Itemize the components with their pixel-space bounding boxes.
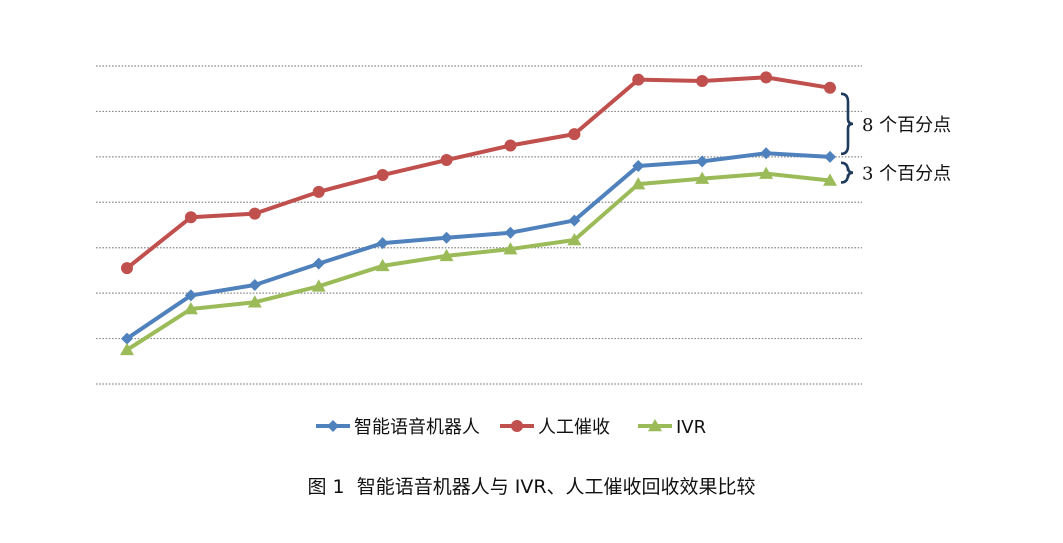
data-point (440, 154, 453, 167)
data-point (568, 214, 581, 227)
data-point (503, 242, 518, 255)
data-point (824, 150, 836, 163)
figure-caption-label: 图 1 (307, 476, 345, 498)
legend-item-2: 人工催收 (500, 417, 610, 438)
data-point (247, 295, 262, 308)
legend: 智能语音机器人 人工催收 IVR (316, 417, 706, 438)
gridlines (96, 65, 862, 385)
data-point (248, 278, 261, 291)
data-point (696, 155, 709, 168)
data-point (248, 207, 261, 220)
data-point (375, 258, 390, 272)
series-line (125, 75, 832, 271)
data-point (824, 81, 836, 94)
data-point (121, 332, 133, 345)
data-point (376, 237, 389, 250)
legend-marker (648, 419, 662, 432)
data-point (439, 248, 454, 262)
data-point (311, 279, 326, 292)
legend-item-1: 智能语音机器人 (316, 417, 480, 438)
legend-label: 人工催收 (538, 417, 610, 438)
series-3 (120, 166, 837, 356)
data-point (504, 139, 517, 152)
series-lines (120, 71, 837, 356)
legend-marker (511, 420, 523, 432)
data-point (120, 342, 134, 356)
data-point (695, 171, 710, 184)
annotation-brace (840, 161, 854, 184)
data-point (760, 147, 773, 160)
data-point (312, 185, 325, 198)
data-point (632, 73, 645, 86)
data-point (760, 71, 773, 84)
annotation-label: 3 个百分点 (862, 164, 951, 185)
data-point (312, 257, 325, 270)
figure-caption-text: 智能语音机器人与 IVR、人工催收回收效果比较 (356, 476, 756, 498)
series-line (125, 171, 832, 352)
series-line (125, 151, 832, 341)
data-point (568, 128, 581, 141)
series-1 (121, 147, 836, 345)
data-point (184, 211, 197, 224)
data-point (183, 302, 198, 315)
data-point (376, 169, 389, 182)
legend-label: 智能语音机器人 (354, 417, 480, 438)
data-point (632, 159, 645, 172)
data-point (567, 232, 582, 246)
data-point (121, 262, 133, 275)
data-point (184, 289, 197, 302)
data-point (759, 166, 774, 179)
legend-label: IVR (676, 417, 706, 438)
annotations: 8 个百分点 3 个百分点 (840, 92, 951, 185)
series-2 (121, 71, 836, 275)
data-point (631, 177, 646, 190)
legend-item-3: IVR (638, 417, 706, 438)
figure-caption: 图 1 智能语音机器人与 IVR、人工催收回收效果比较 (0, 472, 1063, 499)
data-point (823, 173, 837, 186)
legend-marker (327, 420, 339, 432)
annotation-brace (840, 92, 854, 156)
data-point (504, 226, 517, 239)
data-point (696, 74, 709, 87)
annotation-label: 8 个百分点 (862, 115, 951, 136)
data-point (440, 231, 453, 244)
